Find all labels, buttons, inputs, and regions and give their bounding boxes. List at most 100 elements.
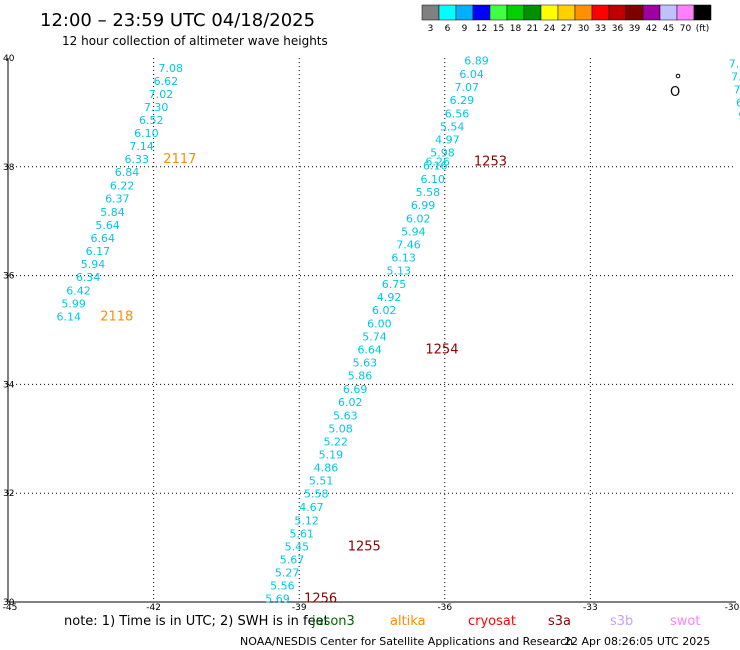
swh-value: 7.07	[455, 81, 480, 94]
y-tick-label: 36	[3, 272, 15, 282]
swh-value: 4.86	[314, 462, 339, 475]
swh-value: 6.00	[367, 317, 392, 330]
note-text: note: 1) Time is in UTC; 2) SWH is in fe…	[64, 614, 329, 629]
pass-time-label: 2118	[100, 309, 133, 324]
swh-value: 7.04	[731, 70, 740, 83]
legend-s3a: s3a	[548, 614, 571, 629]
swh-value: 5.99	[61, 297, 86, 310]
swh-value: 6.16	[423, 160, 448, 173]
swh-value: 6.69	[343, 383, 368, 396]
swh-value: 6.3	[736, 97, 740, 110]
swh-value: 5.58	[304, 488, 329, 501]
swh-value: 6.02	[338, 396, 363, 409]
colorbar-swatch	[438, 4, 457, 21]
pass-time-label: 1255	[348, 540, 381, 555]
swh-value: 7.46	[396, 239, 421, 252]
swh-value: 6.56	[445, 107, 470, 120]
colorbar-swatch	[489, 4, 508, 21]
colorbar-swatch	[421, 4, 440, 21]
colorbar-swatch	[693, 4, 712, 21]
swh-value: 5.94	[81, 258, 106, 271]
colorbar-swatch	[455, 4, 474, 21]
colorbar-swatch	[659, 4, 678, 21]
colorbar-label: 6	[445, 24, 451, 34]
colorbar-label: 24	[544, 24, 556, 34]
swh-value: 6.02	[372, 304, 397, 317]
corner-mark: O	[670, 85, 680, 100]
colorbar-swatch	[574, 4, 593, 21]
colorbar-label: 36	[612, 24, 624, 34]
legend-swot: swot	[670, 614, 700, 629]
altimeter-tracks: 7.086.627.027.306.526.107.146.336.846.22…	[57, 55, 740, 607]
colorbar-swatch	[540, 4, 559, 21]
colorbar-swatch	[557, 4, 576, 21]
colorbar-label: (ft)	[696, 24, 710, 34]
swh-value: 6.29	[450, 94, 475, 107]
x-tick-label: -45	[3, 603, 18, 613]
swh-value: 5.64	[95, 219, 120, 232]
pass-time-label: 1253	[474, 154, 507, 169]
y-tick-label: 34	[3, 380, 15, 390]
swh-value: 7.30	[144, 101, 169, 114]
pass-time-label: 1256	[304, 592, 337, 607]
swh-value: 6.52	[139, 114, 164, 127]
swh-value: 6.64	[91, 232, 116, 245]
swh-value: 6.33	[124, 153, 149, 166]
colorbar-swatch	[642, 4, 661, 21]
swh-value: 5.58	[416, 186, 441, 199]
swh-value: 5.69	[265, 593, 290, 606]
y-tick-label: 40	[3, 54, 15, 64]
swh-value: 6.62	[154, 75, 179, 88]
swh-value: 5.74	[362, 331, 387, 344]
track-s3a: 6.896.047.076.296.565.544.975.986.266.16…	[265, 55, 507, 607]
legend-cryosat: cryosat	[468, 614, 516, 629]
pass-time-label: 2117	[163, 152, 196, 167]
swh-value: 6.89	[464, 55, 489, 68]
colorbar-swatch	[523, 4, 542, 21]
swh-value: 5.56	[270, 580, 295, 593]
swh-value: 4.67	[299, 501, 324, 514]
colorbar-swatch	[625, 4, 644, 21]
grid-lines	[8, 58, 736, 602]
x-tick-label: -30	[725, 603, 740, 613]
track-cryosat: 7.867.047.26.39.98	[729, 57, 740, 122]
chart-subtitle: 12 hour collection of altimeter wave hei…	[62, 34, 328, 48]
y-tick-labels: 40 38 36 34 32 30	[3, 54, 15, 608]
swh-value: 7.2	[734, 84, 740, 97]
swh-value: 6.26	[425, 155, 450, 168]
swh-value: 6.02	[406, 212, 431, 225]
x-tick-label: -39	[292, 603, 307, 613]
plot-frame	[7, 58, 736, 603]
swh-value: 4.92	[377, 291, 402, 304]
swh-value: 4.97	[435, 134, 460, 147]
y-tick-label: 38	[3, 163, 15, 173]
swh-value: 6.64	[357, 344, 382, 357]
swh-value: 7.14	[129, 140, 154, 153]
swh-value: 5.51	[309, 475, 334, 488]
swh-value: 6.14	[57, 310, 82, 323]
colorbar-label: 18	[510, 24, 522, 34]
colorbar-label: 27	[561, 24, 572, 34]
swh-value: 6.17	[86, 245, 111, 258]
swh-value: 6.10	[134, 127, 159, 140]
colorbar-label: 15	[493, 24, 504, 34]
track-altika: 7.086.627.027.306.526.107.146.336.846.22…	[57, 62, 197, 325]
footer-credit: NOAA/NESDIS Center for Satellite Applica…	[240, 635, 573, 648]
satellite-legend: jason3 altika cryosat s3a s3b swot	[311, 614, 700, 629]
chart-title: 12:00 – 23:59 UTC 04/18/2025	[40, 10, 315, 31]
swh-value: 5.84	[100, 206, 125, 219]
swh-value: 5.86	[348, 370, 373, 383]
swh-value: 5.54	[440, 121, 465, 134]
corner-dot	[675, 73, 681, 79]
colorbar-label: 45	[663, 24, 674, 34]
legend-s3b: s3b	[610, 614, 633, 629]
colorbar-swatch	[591, 4, 610, 21]
swh-value: 6.13	[391, 252, 416, 265]
y-tick-label: 30	[3, 598, 15, 608]
legend-jason3: jason3	[311, 614, 355, 629]
swh-value: 6.75	[382, 278, 407, 291]
swh-value: 5.67	[280, 554, 305, 567]
swh-value: 5.12	[294, 514, 319, 527]
colorbar-swatch	[506, 4, 525, 21]
